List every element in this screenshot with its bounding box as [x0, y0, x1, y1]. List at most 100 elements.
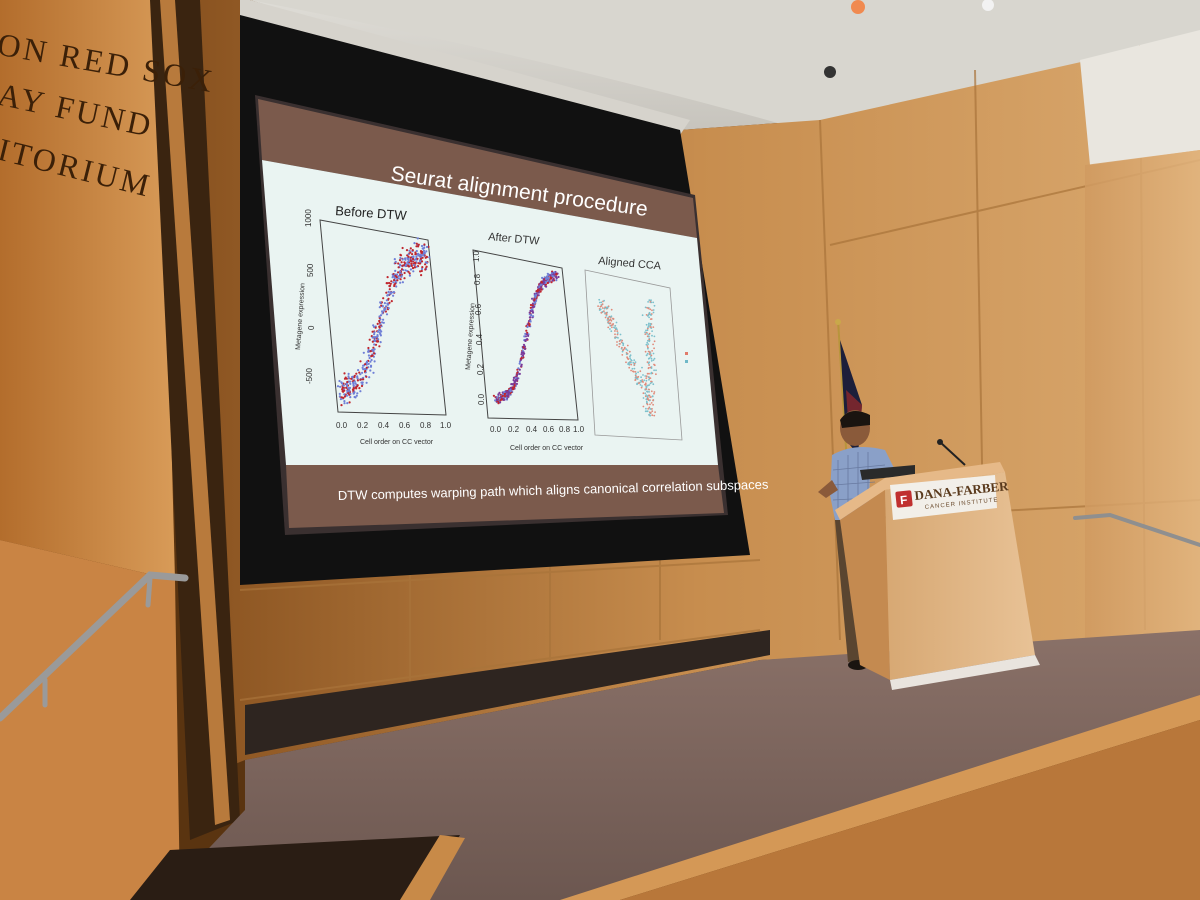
projection-screen: Seurat alignment procedure DTW computes … — [240, 0, 769, 585]
scatter-point — [505, 390, 508, 393]
scatter-point — [365, 366, 368, 369]
scatter-point — [343, 372, 346, 375]
scatter-point — [417, 245, 420, 248]
scatter-point — [387, 297, 390, 300]
scatter-point — [646, 335, 649, 338]
scatter-point — [641, 380, 644, 383]
scatter-point — [613, 326, 615, 329]
scatter-point — [492, 394, 495, 397]
scatter-point — [415, 242, 418, 245]
plot-title: After DTW — [488, 231, 541, 247]
scatter-point — [348, 380, 352, 383]
scatter-point — [526, 323, 529, 326]
scatter-point — [647, 343, 650, 345]
x-axis-label: Cell order on CC vector — [360, 439, 434, 446]
scatter-point — [512, 376, 516, 379]
scatter-point — [343, 400, 346, 403]
scatter-point — [373, 331, 376, 334]
scatter-point — [388, 288, 391, 291]
scatter-point — [597, 305, 599, 307]
scatter-point — [408, 249, 411, 252]
scatter-point — [403, 261, 406, 264]
scatter-point — [342, 384, 345, 387]
scatter-point — [616, 328, 618, 331]
scatter-point — [401, 281, 404, 284]
scatter-point — [405, 263, 408, 266]
scatter-point — [653, 335, 656, 338]
scatter-point — [644, 375, 647, 377]
scatter-point — [425, 250, 428, 253]
scatter-point — [397, 266, 400, 269]
scatter-point — [422, 247, 425, 250]
scatter-point — [408, 272, 411, 275]
scatter-point — [648, 372, 650, 375]
scatter-point — [364, 369, 367, 373]
scatter-point — [359, 373, 362, 376]
plot-title: Aligned CCA — [598, 255, 662, 273]
podium: F DANA-FARBER CANCER INSTITUTE — [835, 439, 1040, 690]
scatter-point — [394, 260, 397, 263]
scatter-point — [343, 393, 346, 396]
scatter-point — [652, 301, 655, 304]
scatter-point — [422, 249, 426, 252]
scatter-point — [603, 310, 605, 313]
scatter-point — [367, 362, 370, 365]
scatter-point — [353, 380, 356, 383]
scatter-point — [352, 381, 355, 384]
scatter-point — [399, 254, 403, 257]
scatter-point — [348, 401, 351, 404]
scatter-point — [645, 343, 648, 346]
scatter-point — [339, 398, 342, 401]
scatter-point — [411, 267, 415, 270]
scatter-point — [353, 395, 356, 399]
x-axis-label: Cell order on CC vector — [510, 445, 584, 452]
podium-logo-plate — [890, 475, 997, 520]
scatter-point — [555, 275, 558, 278]
scatter-point — [384, 310, 387, 313]
scatter-point — [649, 377, 652, 379]
scatter-point — [343, 402, 346, 405]
left-wall: ON RED SOX AY FUND ITORIUM — [0, 0, 240, 900]
scatter-point — [646, 372, 649, 375]
scatter-point — [345, 377, 348, 380]
scatter-point — [371, 336, 374, 339]
x-tick: 0.8 — [420, 421, 432, 430]
scatter-point — [543, 276, 546, 279]
scatter-point — [648, 364, 650, 366]
scatter-point — [361, 366, 364, 369]
scatter-point — [358, 371, 361, 374]
scatter-point — [417, 243, 420, 246]
scatter-point — [648, 388, 650, 391]
scatter-point — [349, 382, 352, 385]
y-tick: 0.6 — [474, 303, 483, 315]
scatter-point — [644, 333, 647, 335]
scatter-point — [507, 394, 510, 397]
scatter-point — [635, 372, 637, 375]
scatter-point — [388, 301, 391, 304]
scatter-point — [645, 388, 648, 390]
scatter-point — [655, 373, 657, 376]
plot-aligned-cca: Aligned CCA — [584, 255, 688, 441]
y-tick: 0 — [307, 325, 316, 330]
scatter-point — [388, 281, 391, 285]
scatter-point — [359, 360, 362, 363]
scatter-point — [504, 395, 507, 398]
scatter-point — [648, 394, 650, 397]
scatter-point — [646, 361, 649, 363]
scatter-point — [641, 366, 643, 369]
scatter-point — [360, 384, 364, 388]
y-tick: 0.2 — [476, 363, 485, 375]
scatter-point — [338, 395, 341, 398]
x-tick: 0.0 — [490, 425, 502, 434]
scatter-point — [518, 362, 521, 365]
scatter-point — [408, 274, 411, 277]
scatter-point — [346, 389, 349, 392]
scatter-point — [531, 297, 534, 300]
scatter-point — [345, 394, 348, 397]
scatter-point — [645, 314, 648, 316]
scatter-point — [618, 345, 621, 348]
scatter-point — [520, 357, 523, 360]
scatter-point — [653, 392, 655, 395]
scatter-point — [645, 354, 648, 357]
